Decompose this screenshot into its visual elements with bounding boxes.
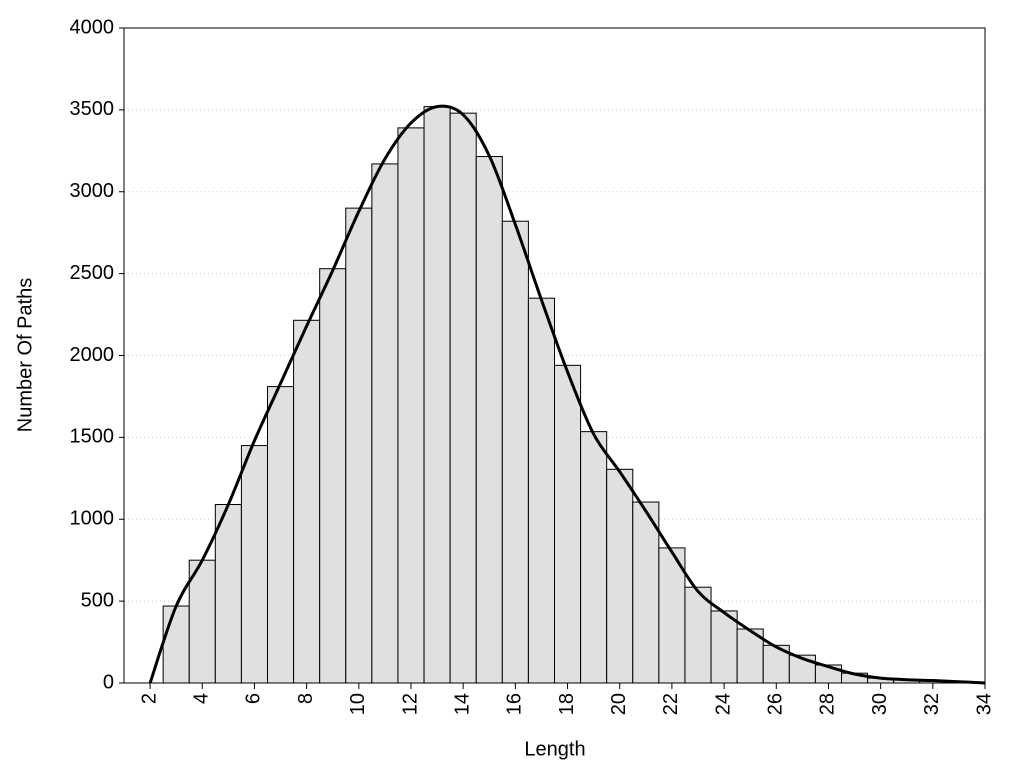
x-tick-label: 2 <box>138 693 160 704</box>
bar <box>188 559 216 684</box>
bar <box>527 297 556 684</box>
x-tick-label: 10 <box>347 693 369 715</box>
y-axis-label: Number Of Paths <box>14 278 36 433</box>
y-tick-label: 2500 <box>70 262 115 284</box>
bar <box>606 468 634 684</box>
bar <box>214 504 242 684</box>
bar <box>319 268 347 684</box>
bar <box>240 445 268 684</box>
x-tick-label: 28 <box>817 693 839 715</box>
bar <box>293 319 321 684</box>
x-tick-label: 16 <box>504 693 526 715</box>
y-tick-label: 1000 <box>70 508 115 530</box>
x-tick-label: 12 <box>399 693 421 715</box>
bar <box>162 605 190 684</box>
density-curve <box>148 104 986 685</box>
x-tick-label: 34 <box>973 693 995 715</box>
x-tick-label: 8 <box>295 693 317 704</box>
x-tick-label: 14 <box>451 693 473 715</box>
bar <box>475 156 503 684</box>
bar <box>632 501 660 684</box>
x-tick-label: 22 <box>660 693 682 715</box>
bar <box>449 112 477 684</box>
bar <box>267 386 295 684</box>
x-axis-label: Length <box>524 738 585 760</box>
x-tick-label: 4 <box>191 693 213 704</box>
y-tick-label: 0 <box>103 671 114 693</box>
x-tick-label: 30 <box>869 693 891 715</box>
bar <box>371 163 399 684</box>
bar <box>580 431 608 684</box>
bar <box>684 586 712 684</box>
x-tick-label: 26 <box>765 693 787 715</box>
bar <box>501 220 529 684</box>
plot-frame <box>123 27 986 684</box>
x-tick-label: 18 <box>556 693 578 715</box>
x-tick-label: 6 <box>243 693 265 704</box>
y-tick-label: 3000 <box>70 180 115 202</box>
y-tick-label: 4000 <box>70 16 115 38</box>
bar <box>345 207 373 684</box>
y-tick-label: 500 <box>81 589 114 611</box>
y-tick-label: 2000 <box>70 344 115 366</box>
bar <box>397 127 425 684</box>
y-tick-label: 3500 <box>70 98 115 120</box>
y-tick-label: 1500 <box>70 426 115 448</box>
bar <box>423 106 451 684</box>
x-tick-label: 32 <box>921 693 943 715</box>
bar <box>710 610 738 684</box>
bar <box>554 364 582 684</box>
x-tick-label: 24 <box>712 693 734 715</box>
x-tick-label: 20 <box>608 693 630 715</box>
